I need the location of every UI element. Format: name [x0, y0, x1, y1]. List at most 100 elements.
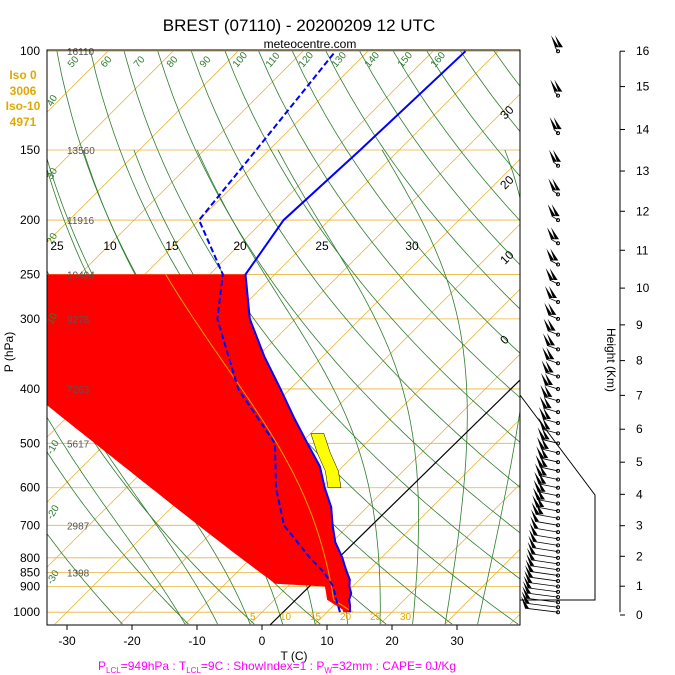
wind-barb-flag	[546, 248, 555, 261]
dry-adiabat	[47, 364, 255, 625]
wind-barb-station	[556, 347, 560, 352]
wind-barb-staff	[540, 448, 559, 454]
wind-barb-station	[556, 410, 560, 415]
moist-adiabat	[196, 149, 381, 625]
wind-barb-flag	[530, 516, 539, 529]
cape-yellow-area	[310, 433, 342, 488]
iso10-value: 4971	[10, 115, 37, 129]
dry-adiabat-label: 140	[363, 50, 382, 70]
isotherm-line	[47, 93, 520, 568]
wind-barb-staff	[535, 513, 559, 519]
wind-barb-station	[556, 441, 560, 446]
moist-adiabat	[477, 149, 520, 625]
wind-barb-station	[556, 421, 560, 426]
height-label: 7263	[67, 385, 90, 396]
wind-barb-station	[556, 600, 560, 605]
wind-barb-staff	[554, 91, 559, 96]
wind-barb-staff	[539, 466, 559, 472]
left-adiabat-label: -10	[45, 438, 62, 456]
parcel-red-area	[47, 274, 351, 613]
parcel-area	[47, 274, 351, 613]
dry-adiabat	[460, 50, 520, 133]
wind-barb-flag	[539, 407, 547, 420]
wind-barb-flag	[534, 471, 543, 484]
height-tick-label: 1	[636, 579, 643, 593]
height-tick-label: 2	[636, 549, 643, 563]
wind-barb-flag	[535, 463, 543, 476]
dry-adiabat	[629, 51, 675, 624]
wind-barb-station	[556, 549, 560, 554]
height-label: 16110	[67, 47, 95, 58]
wind-barb-flag	[554, 79, 563, 92]
plot-frame	[46, 49, 521, 626]
x-tick-label: 0	[259, 634, 266, 648]
pressure-tick-label: 500	[20, 436, 40, 450]
left-adiabat-label: -30	[45, 568, 62, 586]
temperature-line	[244, 50, 467, 613]
wind-barb-station	[556, 241, 560, 246]
wind-barb-staff	[538, 475, 559, 480]
height-tick-label: 8	[636, 354, 643, 368]
dry-adiabat-label: 70	[132, 54, 148, 70]
iso0-label: Iso 0	[9, 68, 37, 82]
mixing-ratio-label: 30	[400, 612, 412, 623]
wind-barb-station	[556, 300, 560, 305]
wind-barb-staff	[553, 128, 559, 134]
iso10-label: Iso-10	[6, 99, 41, 113]
wind-barb-flag	[547, 227, 555, 240]
height-tick-label: 11	[636, 243, 649, 257]
wind-barb-staff	[545, 372, 559, 377]
moist-adiabat-label: 25	[315, 239, 329, 253]
wind-barb-station	[556, 536, 560, 541]
y-axis-title: P (hPa)	[2, 332, 16, 372]
wind-barb-station	[556, 450, 560, 455]
moist-adiabat	[47, 416, 186, 625]
dry-adiabat	[258, 51, 520, 399]
moist-adiabat-label: 20	[233, 239, 247, 253]
wind-barbs	[519, 35, 596, 615]
height-tick-label: 6	[636, 422, 643, 436]
wind-barb-station	[556, 589, 560, 594]
wind-barb-flag	[544, 384, 553, 397]
wind-barb-flag	[547, 204, 556, 217]
wind-barb-flag	[551, 35, 559, 48]
wind-barb-staff	[526, 592, 559, 598]
wind-barb-flag	[555, 35, 563, 48]
wind-barb-flag	[521, 591, 530, 604]
wind-barb-station	[556, 131, 560, 136]
wind-barb-station	[556, 561, 560, 566]
wind-barb-station	[556, 398, 560, 403]
x-tick-label: -30	[58, 634, 76, 648]
chart-title: BREST (07110) - 20200209 12 UTC	[163, 16, 435, 35]
wind-barb-staff	[544, 384, 559, 390]
wind-barb-station	[556, 485, 560, 490]
mixing-ratio-label: 20	[340, 612, 352, 623]
isotherm-line	[54, 158, 520, 625]
wind-barb-flag	[547, 318, 556, 331]
wind-barb-flag	[541, 372, 549, 385]
wind-barb-staff	[534, 520, 559, 526]
x-tick-label: 20	[385, 634, 399, 648]
sounding-profiles	[165, 50, 467, 613]
mixing-ratio-label: 10	[280, 612, 292, 623]
wind-barb-flag	[543, 396, 552, 409]
wind-barb-station	[556, 460, 560, 465]
x-axis-title: T (C)	[280, 649, 307, 663]
dry-adiabat-label: 110	[264, 50, 283, 70]
wind-barb-flag	[540, 384, 549, 397]
wind-barb-station	[556, 605, 560, 610]
iso0-value: 3006	[10, 84, 37, 98]
moist-adiabat-label: 30	[405, 239, 419, 253]
wind-barb-flag	[551, 204, 560, 217]
pressure-tick-label: 400	[20, 382, 40, 396]
parcel-ascent-line	[165, 274, 354, 613]
wind-barb-flag	[549, 286, 557, 299]
height-tick-label: 16	[636, 44, 650, 58]
pressure-tick-label: 900	[20, 580, 40, 594]
wind-barb-staff	[543, 407, 559, 413]
wind-column-frame	[519, 385, 596, 601]
wind-barb-staff	[541, 438, 559, 444]
wind-barb-station	[556, 163, 560, 168]
moist-adiabat	[47, 352, 218, 625]
dry-adiabat	[325, 51, 520, 310]
